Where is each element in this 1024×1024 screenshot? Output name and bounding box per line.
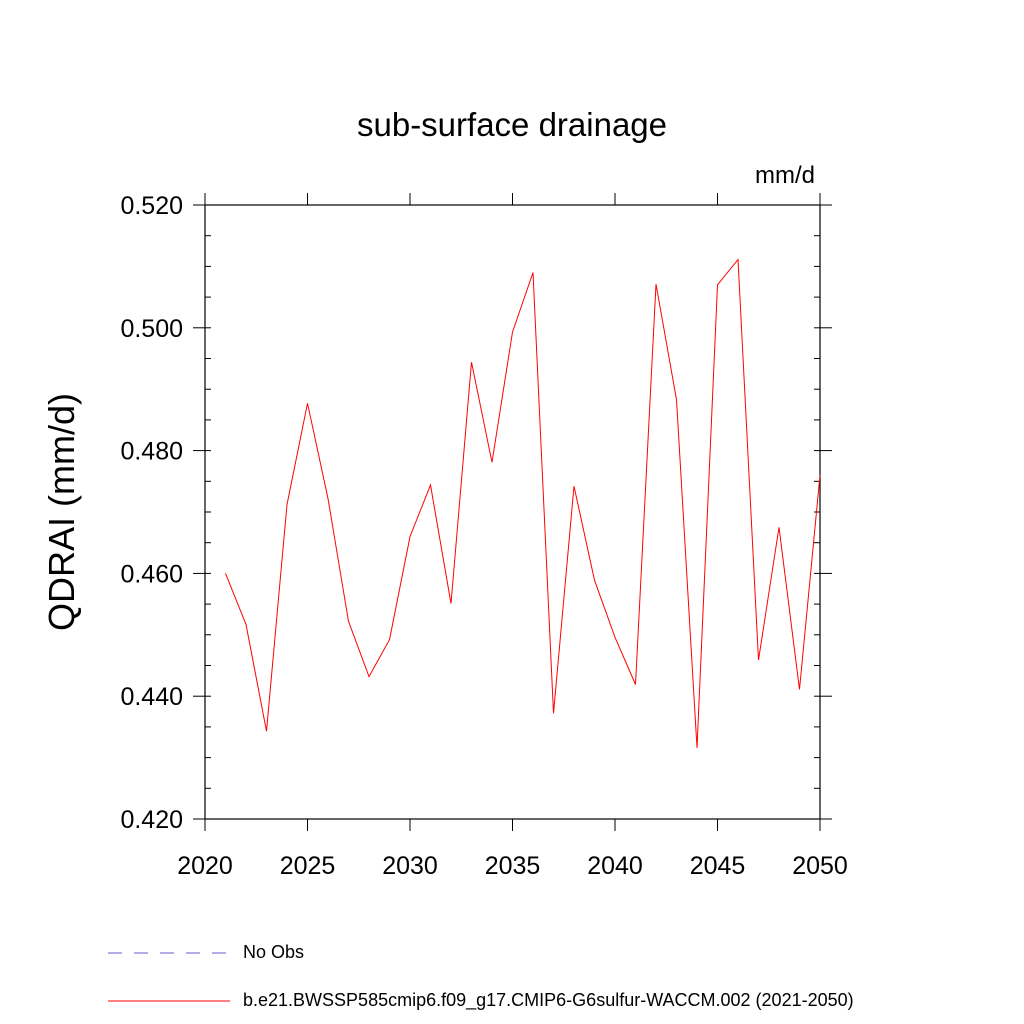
y-tick-label: 0.460 xyxy=(120,560,183,588)
tick-labels: 2020 2025 2030 2035 2040 2045 2050 0.420 0.440 0.… xyxy=(120,192,847,880)
legend-lines xyxy=(108,952,230,1002)
x-tick-label: 2025 xyxy=(280,852,336,880)
y-tick-label: 0.480 xyxy=(120,438,183,466)
x-tick-label: 2045 xyxy=(690,852,746,880)
x-tick-label: 2020 xyxy=(177,852,233,880)
units-label: mm/d xyxy=(755,162,815,189)
y-axis-label: QDRAI (mm/d) xyxy=(41,393,82,631)
chart-title: sub-surface drainage xyxy=(356,106,668,143)
series-line xyxy=(225,258,821,748)
x-tick-label: 2050 xyxy=(792,852,848,880)
plot-frame xyxy=(204,204,821,820)
legend-label-model: b.e21.BWSSP585cmip6.f09_g17.CMIP6-G6sulf… xyxy=(243,990,854,1010)
y-tick-label: 0.420 xyxy=(120,806,183,834)
legend-label-no-obs: No Obs xyxy=(243,942,305,962)
y-tick-label: 0.520 xyxy=(120,192,183,220)
y-tick-label: 0.440 xyxy=(120,683,183,711)
y-tick-label: 0.500 xyxy=(120,315,183,343)
x-tick-label: 2035 xyxy=(485,852,541,880)
x-tick-label: 2030 xyxy=(382,852,438,880)
tick-marks xyxy=(193,193,832,831)
series-layer xyxy=(225,258,821,748)
x-tick-label: 2040 xyxy=(587,852,643,880)
